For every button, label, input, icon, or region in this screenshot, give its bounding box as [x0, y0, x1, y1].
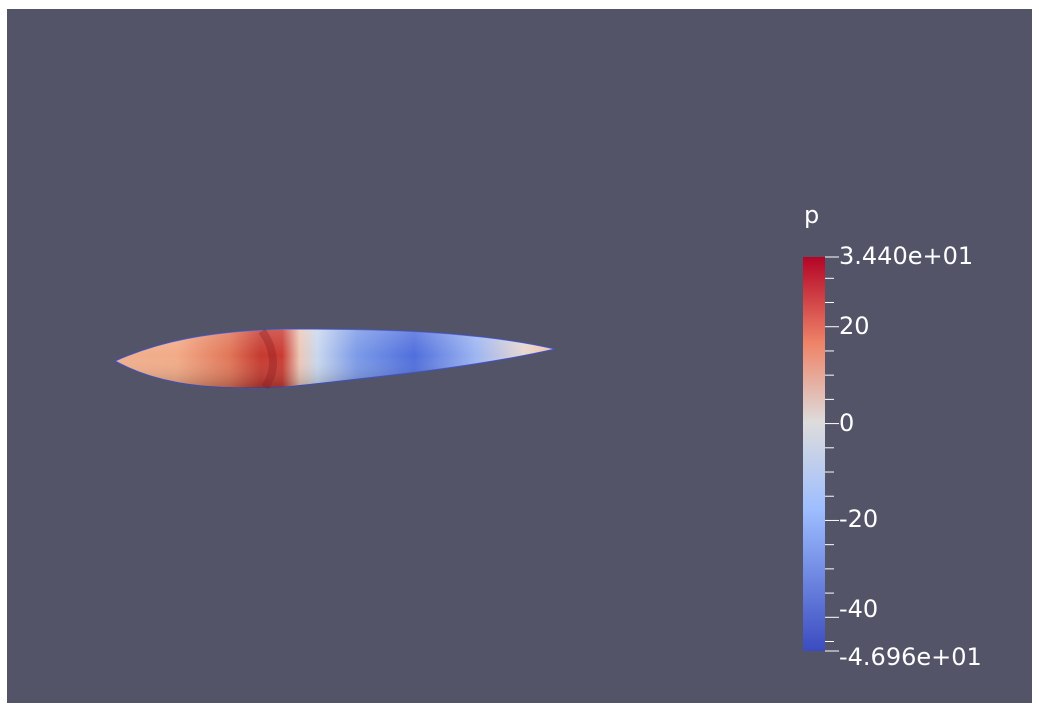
elongated-body	[113, 328, 556, 390]
colorbar-max-label: 3.440e+01	[839, 242, 974, 270]
colorbar-gradient	[803, 257, 825, 651]
colorbar-tick-label: -40	[839, 595, 879, 624]
colorbar-tick-label: -20	[839, 505, 879, 534]
scalar-bar-legend[interactable]: p 3.440e+01 20 0 -20 -40 -4.696e+01	[801, 201, 1026, 671]
render-view[interactable]: p 3.440e+01 20 0 -20 -40 -4.696e+01	[7, 9, 1032, 703]
colorbar-ticks	[825, 256, 839, 652]
colorbar-min-label: -4.696e+01	[839, 643, 982, 671]
legend-title: p	[804, 201, 820, 229]
colorbar-tick-label: 20	[839, 311, 870, 340]
colorbar-tick-label: 0	[839, 408, 855, 437]
3d-scene[interactable]	[7, 9, 1032, 703]
